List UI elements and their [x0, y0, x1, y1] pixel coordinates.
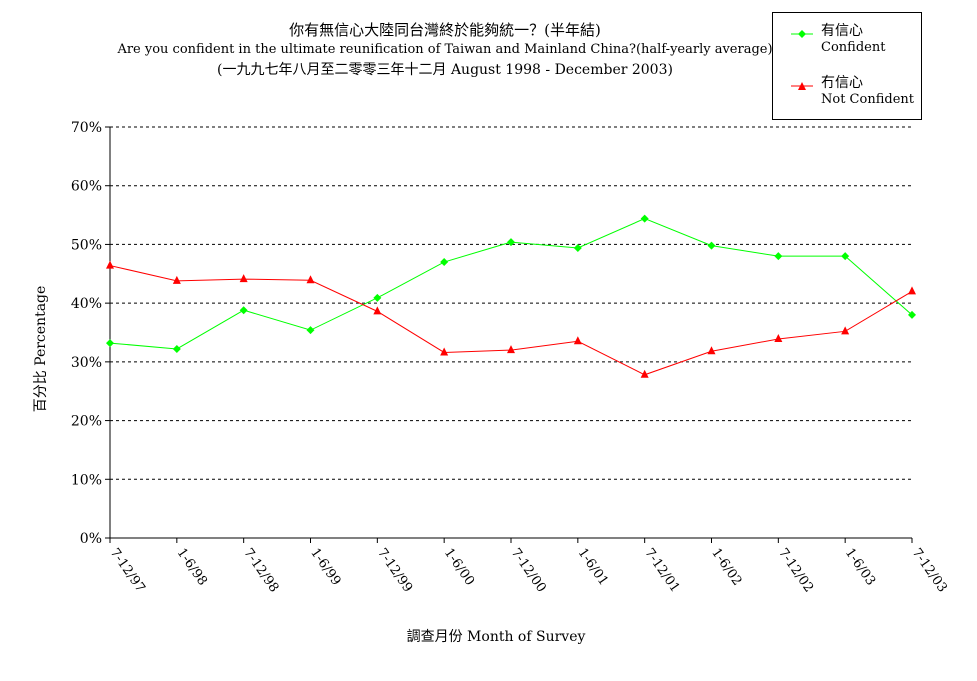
data-point-confident: [507, 238, 515, 247]
data-point-not-confident: [172, 275, 181, 284]
x-tick-label: 1-6/98: [174, 546, 210, 589]
data-point-confident: [640, 214, 649, 223]
x-tick-label: 1-6/01: [575, 546, 611, 589]
x-tick-labels: 7-12/97 1-6/98 7-12/98 1-6/99 7-12/99 1-6/00 7…: [107, 546, 950, 596]
x-tick-label: 1-6/02: [708, 546, 744, 589]
data-point-confident: [306, 326, 315, 335]
chart-subtitle-period: (一九九七年八月至二零零三年十二月 August 1998 - December…: [217, 62, 673, 78]
legend-item-confident: 有信心 Confident: [773, 19, 921, 63]
series-markers: [106, 214, 916, 378]
data-point-not-confident: [306, 275, 315, 284]
data-point-not-confident: [640, 369, 649, 378]
data-point-not-confident: [841, 326, 850, 335]
data-point-confident: [172, 344, 181, 353]
data-point-confident: [373, 293, 382, 302]
data-point-not-confident: [573, 336, 582, 345]
x-tick-label: 7-12/01: [641, 546, 682, 596]
x-tick-label: 7-12/99: [374, 546, 415, 596]
y-tick-label: 30%: [71, 355, 102, 371]
y-tick-label: 10%: [71, 472, 102, 488]
x-tick-label: 7-12/97: [107, 546, 148, 596]
y-tick-label: 60%: [71, 179, 102, 195]
data-point-not-confident: [774, 333, 783, 342]
axes: [105, 126, 913, 543]
data-point-confident: [239, 306, 248, 315]
data-point-not-confident: [908, 286, 916, 295]
legend-swatch-confident: [791, 30, 813, 38]
legend-confident-en: Confident: [821, 40, 886, 55]
x-tick-label: 7-12/00: [508, 546, 549, 596]
legend-swatch-not-confident: [791, 82, 813, 90]
y-tick-label: 50%: [71, 237, 102, 253]
x-axis-label: 調查月份 Month of Survey: [406, 629, 586, 645]
data-point-not-confident: [373, 306, 382, 315]
series-line-not-confident: [109, 265, 913, 376]
legend-confident-zh: 有信心: [821, 23, 863, 39]
y-tick-label: 40%: [71, 296, 102, 312]
chart-title-english: Are you confident in the ultimate reunif…: [117, 42, 773, 57]
data-point-not-confident: [440, 347, 449, 356]
gridlines: [110, 126, 912, 480]
data-point-not-confident: [239, 274, 248, 283]
y-tick-label: 0%: [80, 531, 102, 547]
y-tick-labels: 0% 10% 20% 30% 40% 50% 60% 70%: [71, 120, 102, 547]
y-axis-label: 百分比 Percentage: [33, 285, 49, 413]
chart-titles: 你有無信心大陸同台灣終於能夠統一？(半年結) Are you confident…: [0, 20, 890, 80]
data-point-confident: [106, 339, 114, 348]
data-point-not-confident: [106, 260, 114, 269]
legend-not-confident-en: Not Confident: [821, 92, 914, 107]
x-tick-label: 1-6/03: [842, 546, 878, 589]
x-tick-label: 7-12/03: [909, 546, 950, 596]
y-tick-label: 20%: [71, 414, 102, 430]
x-tick-label: 1-6/99: [307, 546, 343, 589]
y-tick-label: 70%: [71, 120, 102, 136]
chart-legend: 有信心 Confident 冇信心 Not Confident: [772, 12, 922, 120]
data-point-confident: [573, 243, 582, 252]
data-point-confident: [774, 252, 783, 261]
data-point-confident: [440, 258, 449, 267]
data-point-not-confident: [507, 345, 515, 354]
chart-title-chinese: 你有無信心大陸同台灣終於能夠統一？(半年結): [289, 21, 601, 39]
data-point-confident: [908, 310, 916, 319]
data-point-not-confident: [707, 346, 716, 355]
data-point-confident: [841, 252, 850, 261]
legend-item-not-confident: 冇信心 Not Confident: [773, 71, 921, 115]
x-tick-label: 7-12/98: [240, 546, 281, 596]
data-point-confident: [707, 241, 716, 250]
x-tick-label: 7-12/02: [775, 546, 816, 596]
x-tick-label: 1-6/00: [441, 546, 477, 589]
legend-not-confident-zh: 冇信心: [821, 75, 863, 91]
